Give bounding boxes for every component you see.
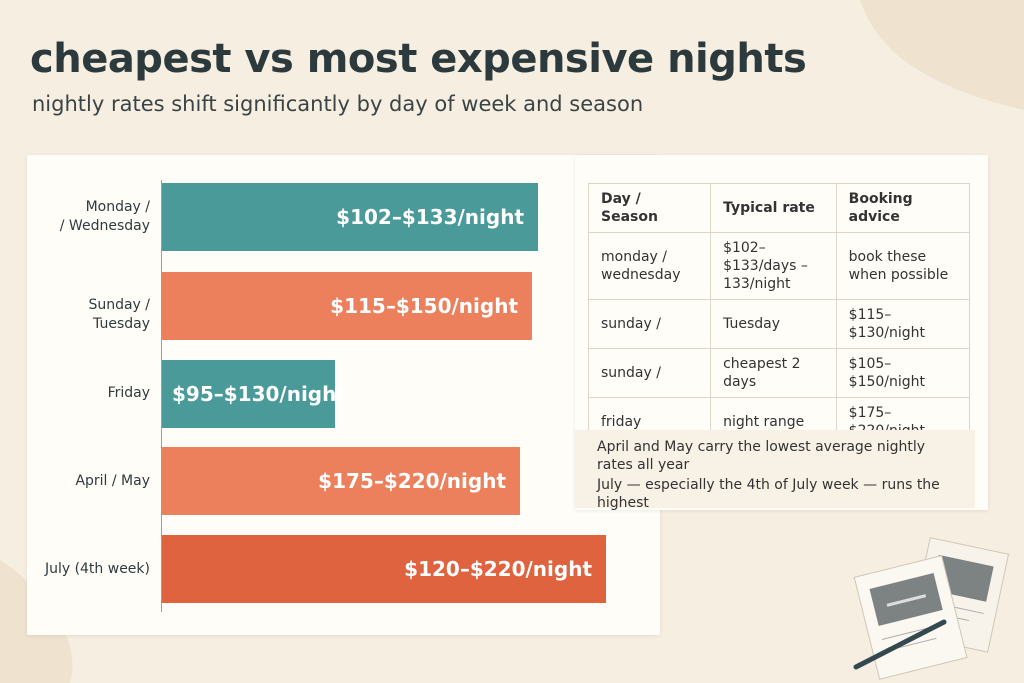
category-label: July (4th week): [44, 561, 150, 577]
bar: $115–$150/night: [162, 272, 532, 340]
table-cell: $115–$130/night: [835, 299, 971, 349]
table-cell: $102–$133/days – 133/night: [710, 232, 837, 300]
column-header: Booking advice: [835, 183, 971, 233]
table-cell: monday / wednesday: [587, 232, 712, 300]
table-cell: book these when possible: [835, 232, 971, 300]
bar-label: $95–$130/night: [172, 382, 346, 406]
bar: $175–$220/night: [162, 447, 520, 515]
bar-label: $102–$133/night: [336, 205, 524, 229]
bar: $102–$133/night: [162, 183, 538, 251]
category-label: Friday: [107, 385, 150, 401]
bar-label: $175–$220/night: [318, 469, 506, 493]
axis-line: [161, 180, 162, 612]
table-header: Day / Season Typical rate Booking advice: [587, 183, 971, 233]
title: cheapest vs most expensive nights: [30, 36, 807, 82]
table-cell: $105–$150/night: [835, 348, 971, 398]
table-row: sunday / Tuesday $115–$130/night: [587, 299, 971, 349]
note: April and May carry the lowest average n…: [597, 439, 926, 473]
bar-label: $120–$220/night: [404, 557, 592, 581]
note: July — especially the 4th of July week —…: [597, 477, 940, 511]
category-label: Monday / / Wednesday: [59, 199, 150, 234]
table-cell: sunday /: [587, 299, 712, 349]
category-label: April / May: [75, 473, 150, 489]
column-header: Day / Season: [587, 183, 712, 233]
bar: $120–$220/night: [162, 535, 606, 603]
bar: $95–$130/night: [162, 360, 346, 428]
table-row: sunday / cheapest 2 days $105–$150/night: [587, 348, 971, 398]
bar-label: $115–$150/night: [330, 294, 518, 318]
notes-box: April and May carry the lowest average n…: [575, 430, 975, 511]
table-cell: Tuesday: [710, 299, 837, 349]
table-row: monday / wednesday $102–$133/days – 133/n…: [587, 232, 971, 300]
column-header: Typical rate: [710, 183, 837, 233]
category-label: Sunday / Tuesday: [88, 297, 150, 332]
subtitle: nightly rates shift significantly by day…: [32, 92, 644, 116]
table-cell: sunday /: [587, 348, 712, 398]
table-cell: cheapest 2 days: [710, 348, 837, 398]
